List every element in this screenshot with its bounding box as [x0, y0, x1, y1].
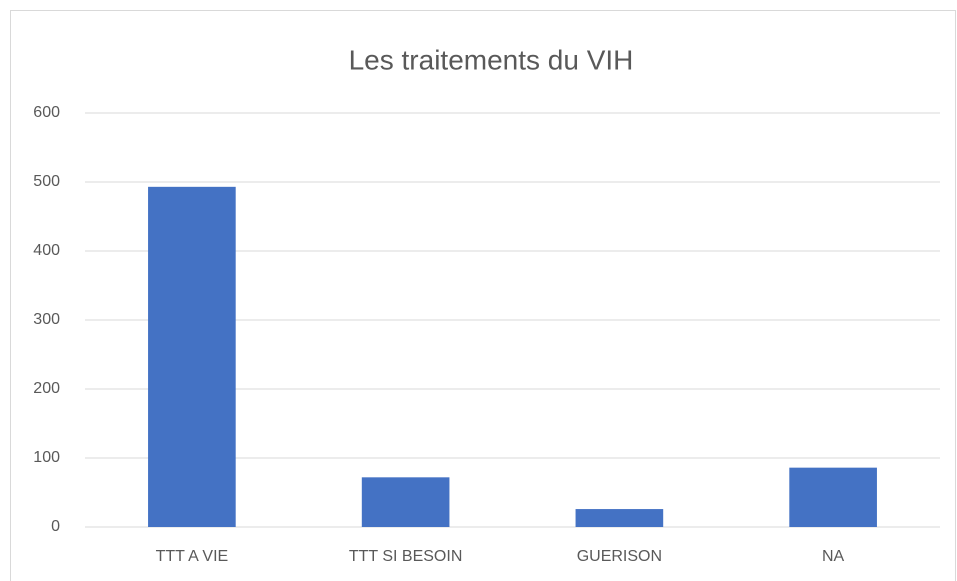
bar: [148, 186, 236, 527]
x-tick-label: TTT A VIE: [156, 548, 229, 565]
x-tick-label: NA: [822, 548, 845, 565]
bar: [789, 467, 877, 527]
y-tick-label: 400: [33, 242, 60, 259]
chart-title: Les traitements du VIH: [349, 44, 634, 75]
bar: [575, 509, 664, 527]
y-tick-label: 100: [33, 449, 60, 466]
y-tick-label: 0: [51, 518, 60, 535]
y-tick-label: 200: [33, 380, 60, 397]
y-tick-label: 500: [33, 173, 60, 190]
bar: [361, 477, 450, 527]
x-tick-label: TTT SI BESOIN: [349, 548, 463, 565]
x-tick-label: GUERISON: [577, 548, 662, 565]
y-tick-label: 600: [33, 104, 60, 121]
y-tick-label: 300: [33, 311, 60, 328]
